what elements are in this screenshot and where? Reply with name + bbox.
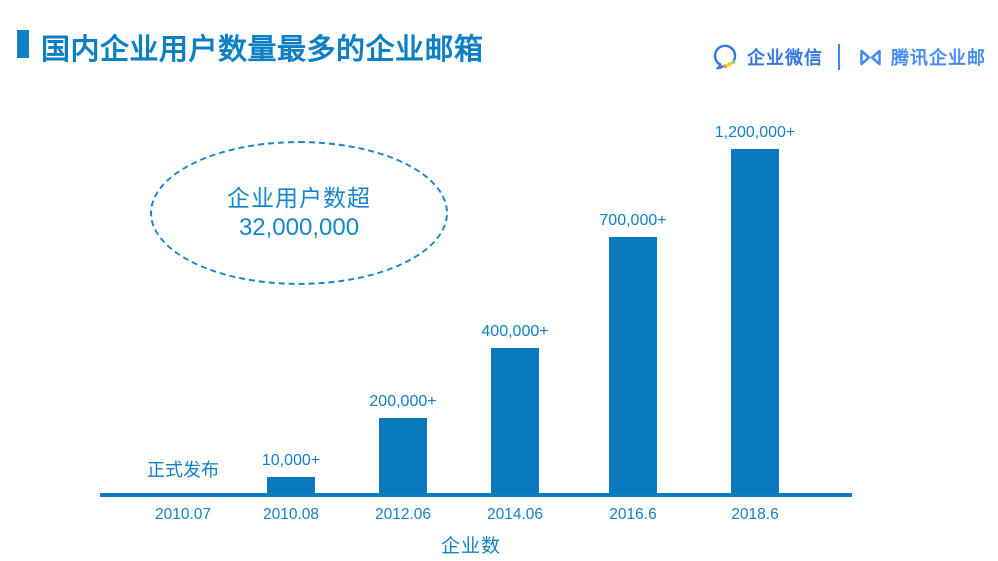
bar-value-label-2014.06: 400,000+ — [481, 323, 549, 340]
bar-2016.6 — [609, 237, 657, 496]
x-axis-line — [100, 493, 852, 497]
wechat-work-label: 企业微信 — [747, 48, 823, 68]
exmail-label: 腾讯企业邮 — [891, 48, 986, 68]
bar-value-label-2016.6: 700,000+ — [599, 212, 667, 229]
brand-bar: 企业微信 腾讯企业邮 — [712, 42, 986, 72]
x-tick-label-2014.06: 2014.06 — [486, 506, 544, 523]
x-tick-label-2016.6: 2016.6 — [609, 506, 657, 523]
annotation-text-line1: 企业用户数超 — [227, 185, 371, 211]
bar-value-label-2018.6: 1,200,000+ — [714, 124, 796, 141]
brand-divider — [838, 44, 840, 70]
wechat-work-bubble-icon — [712, 43, 740, 71]
title-accent-marker — [17, 30, 29, 58]
x-tick-label-2010.08: 2010.08 — [262, 506, 320, 523]
release-label: 正式发布 — [147, 460, 219, 480]
bar-2010.08 — [267, 477, 315, 496]
annotation-ellipse: 企业用户数超 32,000,000 — [150, 141, 448, 285]
x-tick-label-2012.06: 2012.06 — [374, 506, 432, 523]
bar-2012.06 — [379, 418, 427, 496]
x-tick-label-2010.07: 2010.07 — [154, 506, 212, 523]
exmail-logo-icon — [857, 44, 884, 71]
bar-value-label-2010.08: 10,000+ — [261, 452, 321, 469]
x-tick-label-2018.6: 2018.6 — [731, 506, 779, 523]
annotation-text-line2: 32,000,000 — [238, 214, 360, 241]
bar-2014.06 — [491, 348, 539, 496]
x-axis-title: 企业数 — [440, 536, 501, 557]
bar-value-label-2012.06: 200,000+ — [369, 393, 437, 410]
bar-2018.6 — [731, 149, 779, 496]
page-title: 国内企业用户数量最多的企业邮箱 — [41, 34, 484, 66]
